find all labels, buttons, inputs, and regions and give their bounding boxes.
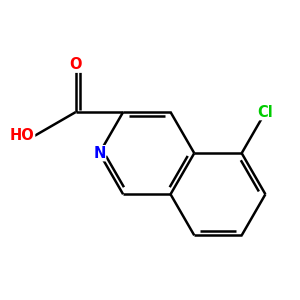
Text: O: O [69,57,82,72]
Text: Cl: Cl [257,105,273,120]
Text: HO: HO [10,128,34,143]
Text: N: N [93,146,106,161]
